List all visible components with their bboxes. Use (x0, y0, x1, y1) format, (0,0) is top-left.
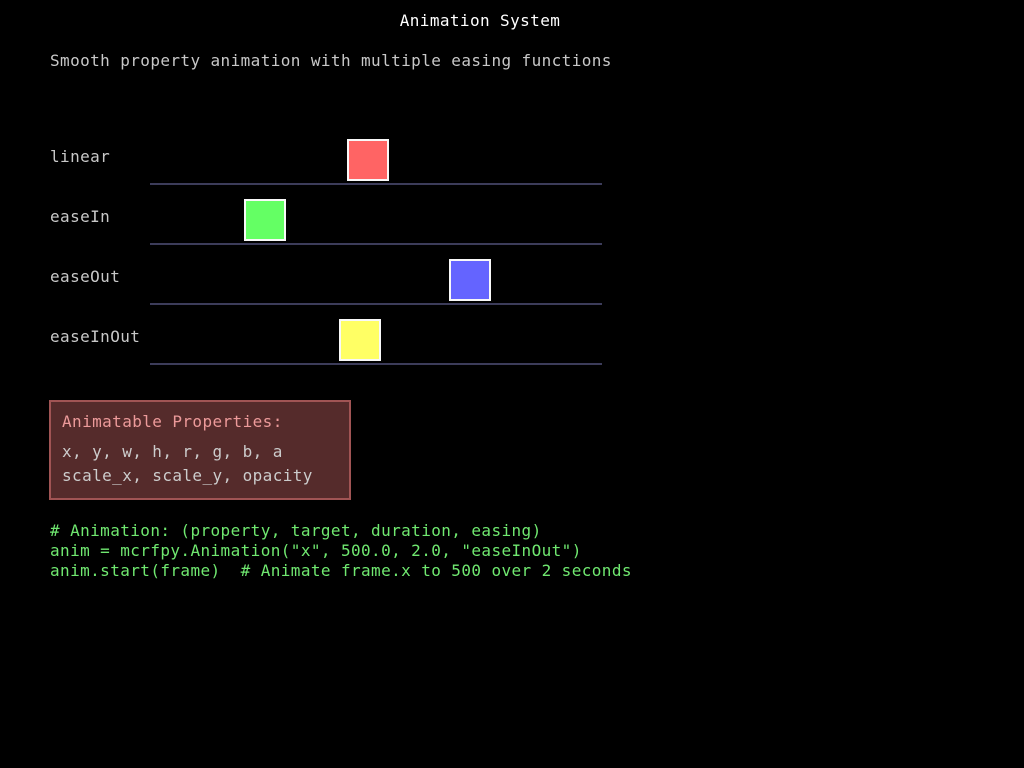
code-sample: # Animation: (property, target, duration… (50, 521, 632, 581)
easing-track (150, 243, 602, 245)
easing-demo-square (449, 259, 491, 301)
easing-row-easein: easeIn (0, 184, 1024, 245)
properties-line: x, y, w, h, r, g, b, a (62, 442, 283, 461)
easing-label: easeOut (50, 267, 121, 286)
page-title: Animation System (399, 11, 561, 30)
properties-line: scale_x, scale_y, opacity (62, 466, 313, 485)
properties-panel-body: x, y, w, h, r, g, b, a scale_x, scale_y,… (62, 440, 349, 488)
code-line: anim = mcrfpy.Animation("x", 500.0, 2.0,… (50, 541, 582, 560)
easing-demo-square (347, 139, 389, 181)
properties-panel: Animatable Properties: x, y, w, h, r, g,… (49, 400, 351, 500)
code-line: # Animation: (property, target, duration… (50, 521, 542, 540)
easing-label: easeInOut (50, 327, 141, 346)
easing-demo-square (339, 319, 381, 361)
easing-demo-square (244, 199, 286, 241)
easing-row-easeout: easeOut (0, 244, 1024, 305)
easing-label: easeIn (50, 207, 111, 226)
properties-panel-title: Animatable Properties: (62, 412, 283, 431)
easing-label: linear (50, 147, 111, 166)
page-subtitle: Smooth property animation with multiple … (50, 51, 612, 70)
easing-row-linear: linear (0, 124, 1024, 185)
easing-track (150, 303, 602, 305)
code-line: anim.start(frame) # Animate frame.x to 5… (50, 561, 632, 580)
easing-track (150, 183, 602, 185)
easing-row-easeinout: easeInOut (0, 304, 1024, 365)
easing-track (150, 363, 602, 365)
